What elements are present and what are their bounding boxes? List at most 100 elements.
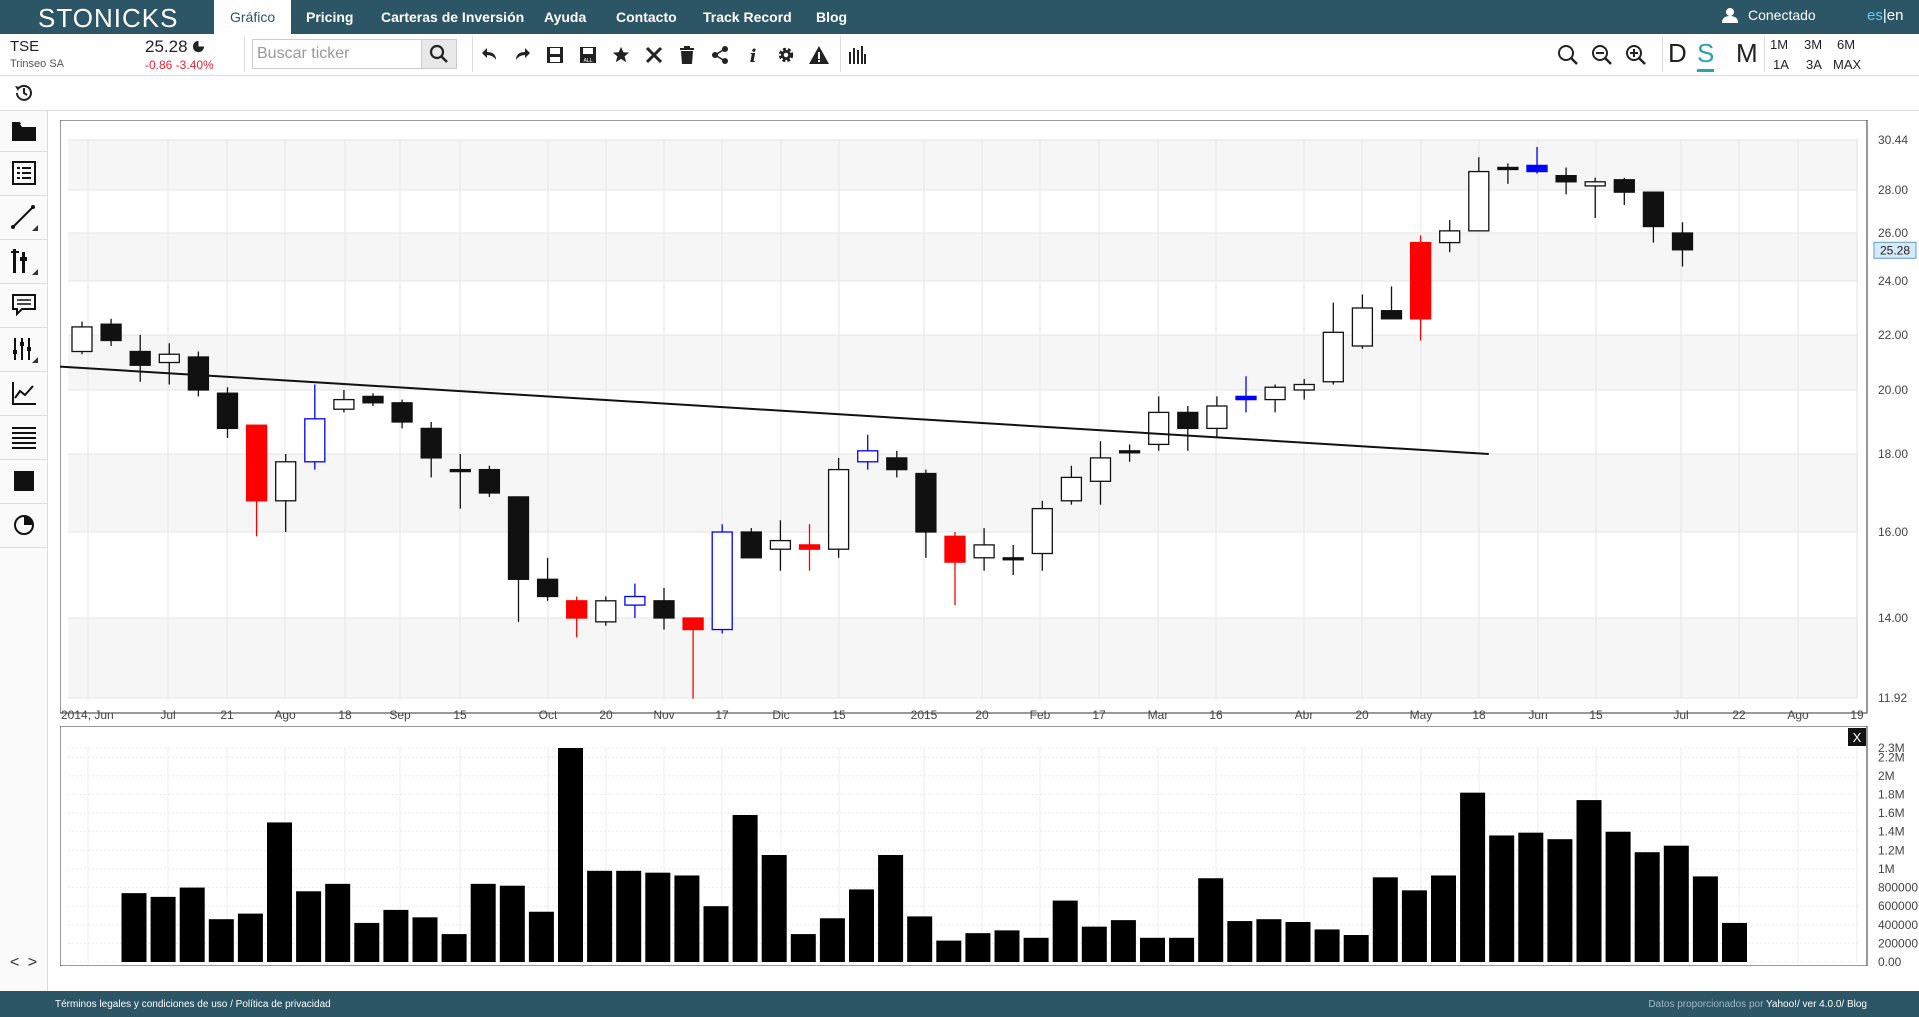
volume-bar (1372, 877, 1398, 962)
candle-body (245, 424, 268, 502)
volume-bar (1489, 835, 1515, 962)
candle-body (566, 600, 588, 619)
nav-grafico[interactable]: Gráfico (214, 0, 292, 34)
redo-icon[interactable] (510, 43, 534, 67)
candle-body (1031, 507, 1053, 555)
candle-body (1555, 175, 1577, 183)
lang-en[interactable]: en (1886, 7, 1904, 24)
period-weekly[interactable]: S (1697, 38, 1715, 72)
volume-bar (616, 870, 642, 962)
volume-bar (1314, 929, 1340, 962)
square-icon[interactable] (10, 467, 38, 495)
volume-bar (761, 855, 787, 962)
candle-body (1468, 170, 1490, 232)
clock-icon (192, 40, 205, 53)
logo[interactable]: STONICKS (38, 3, 179, 33)
candle-body (507, 496, 530, 580)
nav-blog[interactable]: Blog (816, 9, 848, 25)
share-icon[interactable] (708, 43, 732, 67)
volume-bar (587, 870, 613, 962)
volume-chart[interactable]: X 2.3M2.2M 2M 1.8M 1.6M 1.4M 1.2M 1M 800000.00 60… (60, 726, 1919, 966)
volume-bar (819, 918, 845, 962)
zoom-in-icon[interactable] (1624, 43, 1648, 67)
trash-icon[interactable] (675, 43, 699, 67)
footer-source-link[interactable]: Yahoo!/ ver 4.0.0/ Blog (1766, 999, 1867, 1010)
adjust-icon[interactable] (10, 335, 38, 363)
nav-carteras[interactable]: Carteras de Inversión (381, 9, 525, 25)
nav-pricing[interactable]: Pricing (306, 9, 354, 25)
range-3m[interactable]: 3M (1804, 37, 1823, 52)
candle (1497, 163, 1519, 184)
volume-bar (1547, 839, 1573, 962)
candle-body (769, 539, 792, 550)
line-tool-icon[interactable] (10, 203, 38, 231)
range-max[interactable]: MAX (1833, 57, 1862, 72)
period-monthly[interactable]: M (1736, 38, 1758, 68)
range-1m[interactable]: 1M (1770, 37, 1789, 52)
list-icon[interactable] (10, 159, 38, 187)
lines-icon[interactable] (10, 423, 38, 451)
comment-icon[interactable] (10, 291, 38, 319)
volume-bar (1081, 926, 1107, 962)
bars-icon[interactable] (845, 43, 869, 67)
candle (915, 469, 937, 558)
candle (1555, 167, 1577, 195)
nav-ayuda[interactable]: Ayuda (544, 9, 587, 25)
candle (857, 434, 879, 470)
line-chart-icon[interactable] (10, 379, 38, 407)
candle (740, 528, 762, 559)
volume-bar (1169, 937, 1195, 962)
history-icon[interactable] (14, 83, 36, 105)
volume-bar (1401, 890, 1427, 962)
candle (1613, 177, 1635, 206)
star-icon[interactable] (609, 43, 633, 67)
x-tick-label: Jul (1673, 708, 1688, 722)
search-zoom-icon[interactable] (1556, 43, 1580, 67)
candle-body (187, 356, 210, 391)
last-price-box (1873, 241, 1917, 259)
info-icon[interactable]: i (741, 43, 765, 67)
price-chart[interactable]: 11.92 14.00 16.00 18.00 20.00 22.00 24.00 26.00… (60, 120, 1919, 726)
save-icon[interactable] (543, 43, 567, 67)
warning-icon[interactable] (807, 43, 831, 67)
search-icon (429, 44, 448, 63)
x-tick-label: 18 (338, 708, 352, 722)
folder-icon[interactable] (10, 117, 38, 145)
period-daily[interactable]: D (1668, 38, 1687, 68)
y-tick-label: 30.44 (1878, 133, 1908, 147)
search-input[interactable] (257, 43, 417, 65)
lang-es[interactable]: es (1867, 7, 1883, 24)
zoom-out-icon[interactable] (1590, 43, 1614, 67)
range-1a[interactable]: 1A (1773, 57, 1789, 72)
vol-y-tick-label: 1.2M (1878, 843, 1905, 857)
indicators-icon[interactable] (10, 247, 38, 275)
range-6m[interactable]: 6M (1837, 37, 1856, 52)
delete-icon[interactable] (642, 43, 666, 67)
settings-icon[interactable] (774, 43, 798, 67)
x-tick-label: Sep (389, 708, 411, 722)
divider (0, 415, 48, 416)
nav-contacto[interactable]: Contacto (616, 9, 677, 25)
candle (624, 583, 646, 618)
candle (798, 524, 821, 571)
volume-close-button[interactable]: X (1848, 728, 1866, 746)
user-status[interactable]: Conectado (1748, 7, 1816, 23)
candle (478, 465, 501, 497)
search-button[interactable] (421, 39, 457, 69)
nav-track-record[interactable]: Track Record (703, 9, 792, 25)
undo-icon[interactable] (478, 43, 502, 67)
candle-body (333, 398, 355, 410)
footer-legal-links[interactable]: Términos legales y condiciones de uso / … (55, 999, 331, 1010)
pie-icon[interactable] (10, 511, 38, 539)
x-tick-label: Abr (1295, 708, 1314, 722)
vol-y-tick-label: 800000.00 (1878, 881, 1919, 895)
range-3a[interactable]: 3A (1806, 57, 1822, 72)
divider (1662, 36, 1663, 72)
candle-body (915, 472, 937, 533)
volume-bar (1140, 937, 1165, 962)
candle (1089, 441, 1112, 505)
save-all-icon[interactable]: ALL (576, 43, 600, 67)
candle (1264, 384, 1286, 413)
sidebar-toggle[interactable]: < > (10, 954, 40, 971)
close-icon: X (1853, 730, 1862, 745)
